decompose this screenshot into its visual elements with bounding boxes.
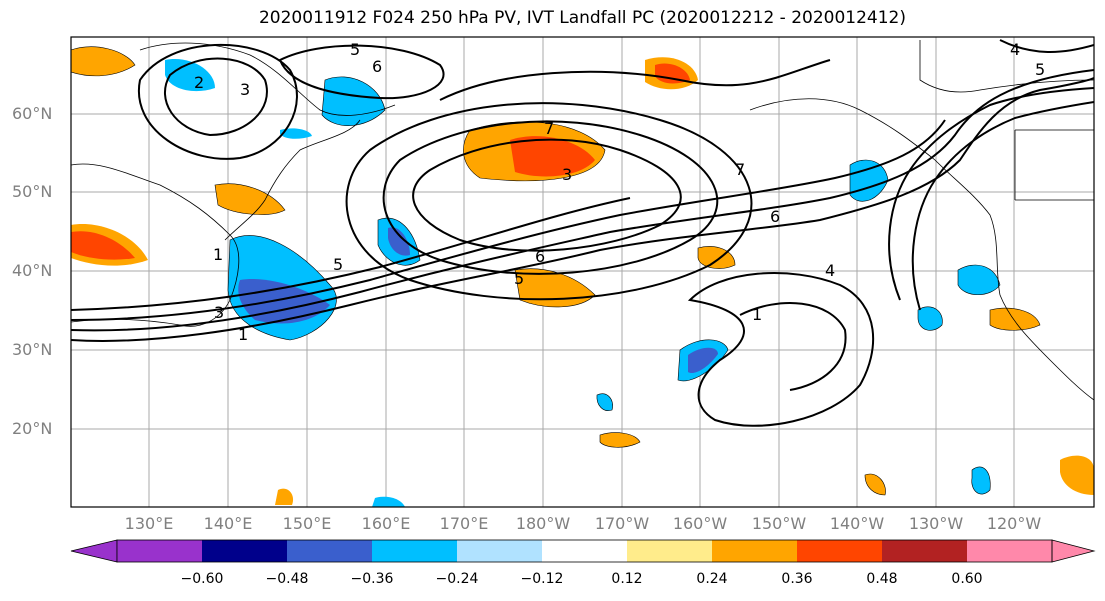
lat-label: 60°N bbox=[12, 104, 53, 123]
colorbar-tick-label: 0.60 bbox=[951, 571, 983, 587]
contour-label: 2 bbox=[194, 73, 204, 92]
lon-label: 130°E bbox=[124, 514, 174, 533]
contour-label: 4 bbox=[825, 261, 835, 280]
contour-label: 1 bbox=[213, 245, 223, 264]
colorbar-tick-label: 0.12 bbox=[611, 571, 643, 587]
lat-label: 50°N bbox=[12, 182, 53, 201]
colorbar-tick-label: −0.24 bbox=[435, 571, 479, 587]
lon-label: 140°W bbox=[829, 514, 885, 533]
contour-label: 1 bbox=[238, 325, 248, 344]
contour-label: 1 bbox=[752, 305, 762, 324]
contour-label: 6 bbox=[535, 247, 545, 266]
colorbar-tick-label: 0.24 bbox=[696, 571, 728, 587]
lat-label: 20°N bbox=[12, 419, 53, 438]
contour-label: 7 bbox=[735, 160, 745, 179]
colorbar-tick-label: −0.48 bbox=[265, 571, 309, 587]
contour-label: 6 bbox=[372, 57, 382, 76]
coastlines bbox=[71, 40, 1094, 401]
lon-label: 150°E bbox=[282, 514, 332, 533]
lon-label: 160°W bbox=[672, 514, 728, 533]
lon-label: 160°E bbox=[361, 514, 411, 533]
colorbar-tick-label: 0.48 bbox=[866, 571, 898, 587]
contour-label: 5 bbox=[333, 255, 343, 274]
colorbar-tick-label: −0.36 bbox=[350, 571, 394, 587]
contour-label: 3 bbox=[240, 80, 250, 99]
contour-label: 5 bbox=[1035, 60, 1045, 79]
contour-label: 4 bbox=[1010, 40, 1020, 59]
colorbar-tick-label: −0.12 bbox=[520, 571, 564, 587]
contour-label: 5 bbox=[514, 269, 524, 288]
contour-label: 7 bbox=[544, 119, 554, 138]
contour-label: 5 bbox=[350, 40, 360, 59]
colorbar-tick-label: −0.60 bbox=[180, 571, 224, 587]
lon-label: 170°E bbox=[439, 514, 489, 533]
contour-label-layer: 2 3 5 6 7 3 6 5 5 1 3 1 6 7 4 1 5 4 bbox=[194, 40, 1045, 344]
contour-label: 3 bbox=[214, 303, 224, 322]
graticule bbox=[71, 37, 1094, 507]
lat-label: 40°N bbox=[12, 261, 53, 280]
lon-label: 170°W bbox=[594, 514, 650, 533]
lon-label: 130°W bbox=[908, 514, 964, 533]
map-title: 2020011912 F024 250 hPa PV, IVT Landfall… bbox=[258, 8, 906, 28]
colorbar bbox=[70, 539, 1096, 563]
pv-contours bbox=[71, 39, 1094, 427]
lon-label: 120°W bbox=[986, 514, 1042, 533]
colorbar-tick-label: 0.36 bbox=[781, 571, 813, 587]
lon-label: 140°E bbox=[203, 514, 253, 533]
lat-label: 30°N bbox=[12, 340, 53, 359]
contour-label: 3 bbox=[562, 165, 572, 184]
contour-label: 6 bbox=[770, 207, 780, 226]
lon-label: 180°W bbox=[515, 514, 571, 533]
lon-label: 150°W bbox=[751, 514, 807, 533]
